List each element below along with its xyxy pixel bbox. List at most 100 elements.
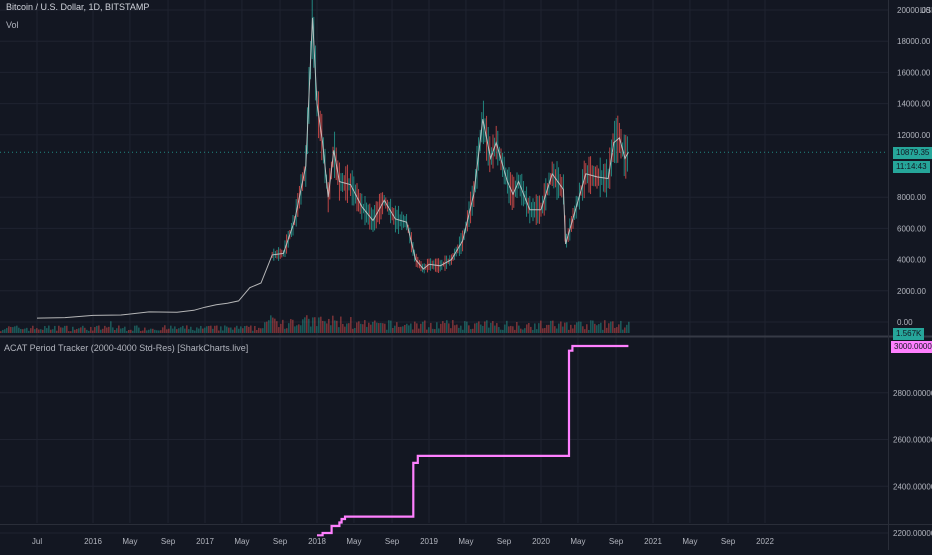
volume-series [0, 315, 630, 333]
volume-bar [468, 325, 470, 333]
volume-bar [12, 327, 14, 333]
volume-bar [26, 327, 28, 333]
volume-bar [496, 323, 498, 333]
volume-bar [480, 324, 482, 333]
volume-bar [140, 330, 142, 333]
volume-bar [202, 328, 204, 333]
volume-bar [436, 322, 438, 333]
volume-bar [394, 325, 396, 333]
volume-bar [442, 321, 444, 333]
volume-bar [166, 329, 168, 333]
volume-bar [178, 328, 180, 333]
volume-bar [440, 323, 442, 333]
volume-bar [418, 328, 420, 333]
volume-bar [542, 328, 544, 333]
volume-bar [246, 325, 248, 333]
volume-bar [456, 324, 458, 333]
volume-bar [596, 325, 598, 333]
volume-bar [248, 326, 250, 333]
volume-bar [628, 321, 630, 333]
volume-bar [252, 330, 254, 333]
volume-bar [184, 328, 186, 333]
indicator-series [317, 344, 629, 537]
volume-bar [302, 319, 304, 333]
volume-bar [414, 321, 416, 333]
volume-bar [122, 328, 124, 333]
volume-bar [164, 325, 166, 333]
volume-bar [358, 321, 360, 333]
volume-bar [190, 326, 192, 333]
volume-bar [398, 326, 400, 333]
volume-bar [38, 329, 40, 333]
volume-bar [402, 326, 404, 333]
time-tick-label: May [682, 537, 697, 546]
volume-bar [478, 321, 480, 333]
countdown-badge: 11:14:43 [893, 161, 930, 173]
volume-bar [528, 322, 530, 333]
volume-bar [48, 325, 50, 333]
volume-bar [534, 323, 536, 333]
volume-bar [590, 320, 592, 333]
volume-bar [70, 331, 72, 333]
volume-bar [484, 321, 486, 333]
volume-bar [188, 329, 190, 333]
volume-bar [14, 326, 16, 333]
volume-bar [218, 330, 220, 333]
volume-bar [416, 323, 418, 333]
volume-bar [262, 328, 264, 333]
time-tick-label: Sep [497, 537, 512, 546]
time-tick-label: Sep [609, 537, 624, 546]
volume-bar [388, 320, 390, 333]
volume-bar [314, 317, 316, 333]
volume-bar [24, 328, 26, 333]
volume-bar [66, 325, 68, 333]
volume-bar [92, 330, 94, 333]
time-tick-label: Jul [32, 537, 42, 546]
volume-badge: 1.567K [893, 328, 925, 340]
volume-bar [624, 327, 626, 333]
volume-bar [606, 327, 608, 333]
volume-bar [384, 323, 386, 333]
volume-bar [196, 327, 198, 333]
volume-bar [598, 324, 600, 333]
volume-bar [366, 326, 368, 333]
volume-bar [288, 323, 290, 333]
volume-bar [340, 316, 342, 333]
volume-bar [450, 328, 452, 333]
volume-bar [68, 331, 70, 333]
volume-bar [604, 320, 606, 333]
volume-bar [536, 329, 538, 333]
volume-bar [16, 325, 18, 333]
volume-bar [326, 323, 328, 333]
time-axis[interactable]: Jul 2016 May Sep 2017 May Sep 2018 May Sep 2019 May… [32, 537, 775, 546]
volume-bar [424, 320, 426, 333]
indicator-axis[interactable]: 2800.0000000 2600.0000000 2400.0000000 2200… [893, 389, 932, 538]
symbol-title[interactable]: Bitcoin / U.S. Dollar, 1D, BITSTAMP [6, 2, 150, 12]
volume-bar [32, 325, 34, 333]
volume-bar [378, 323, 380, 333]
volume-bar [328, 318, 330, 333]
volume-bar [404, 324, 406, 333]
volume-bar [374, 320, 376, 333]
volume-bar [500, 329, 502, 333]
volume-bar [132, 330, 134, 333]
volume-bar [516, 321, 518, 333]
volume-bar [610, 321, 612, 333]
indicator-legend[interactable]: ACAT Period Tracker (2000-4000 Std-Res) … [4, 343, 249, 353]
volume-bar [452, 320, 454, 333]
volume-bar [60, 327, 62, 333]
volume-bar [108, 326, 110, 333]
volume-bar [430, 322, 432, 333]
volume-bar [80, 327, 82, 333]
volume-bar [106, 327, 108, 333]
volume-bar [280, 323, 282, 333]
volume-bar [486, 320, 488, 333]
volume-bar [558, 323, 560, 333]
volume-legend[interactable]: Vol [6, 20, 19, 30]
price-tick-label: 14000.00 [897, 100, 931, 109]
price-axis[interactable]: 20000.00 18000.00 16000.00 14000.00 12000.00… [897, 6, 932, 327]
volume-bar [82, 325, 84, 333]
volume-bar [296, 325, 298, 333]
